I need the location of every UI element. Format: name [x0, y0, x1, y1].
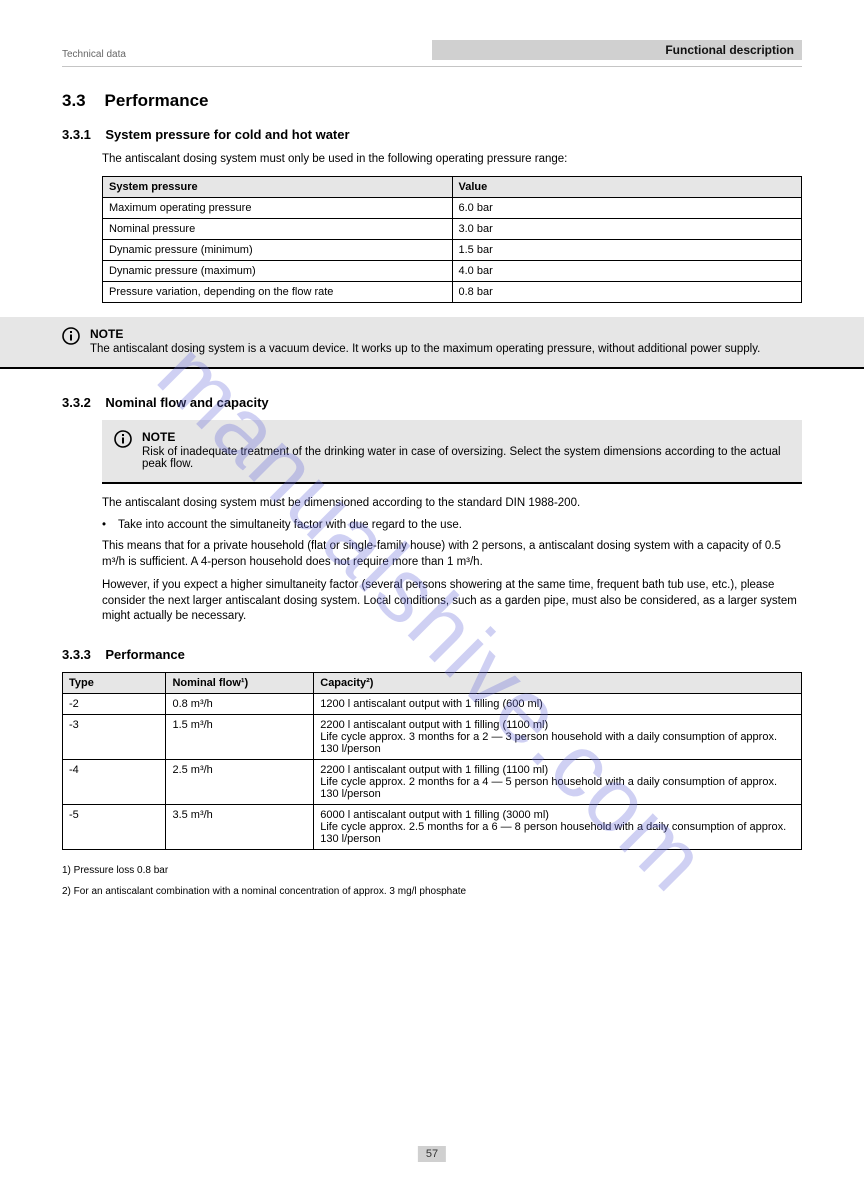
- note-banner-2: NOTE Risk of inadequate treatment of the…: [102, 420, 802, 484]
- subsection-num: 3.3.2: [62, 395, 91, 410]
- perf-col-1: Type: [63, 672, 166, 693]
- note-banner-1: NOTE The antiscalant dosing system is a …: [0, 317, 864, 369]
- perf-col-3: Capacity²): [314, 672, 802, 693]
- subsection-num: 3.3.3: [62, 647, 91, 662]
- pressure-table: System pressure Value Maximum operating …: [102, 176, 802, 303]
- table-row: Pressure variation, depending on the flo…: [103, 281, 802, 302]
- subsection-title: Performance: [105, 647, 184, 662]
- table-row: -31.5 m³/h2200 l antiscalant output with…: [63, 714, 802, 759]
- section-3-3-heading: 3.3 Performance: [62, 91, 802, 111]
- table-row: -20.8 m³/h1200 l antiscalant output with…: [63, 693, 802, 714]
- page-header: Technical data Functional description: [62, 40, 802, 60]
- info-icon: [114, 430, 132, 448]
- section-3-3-3-heading: 3.3.3 Performance: [62, 647, 802, 662]
- bullet-item: • Take into account the simultaneity fac…: [102, 519, 802, 531]
- subsection-title: System pressure for cold and hot water: [105, 127, 349, 142]
- table-row: Dynamic pressure (maximum)4.0 bar: [103, 260, 802, 281]
- para-3: However, if you expect a higher simultan…: [102, 578, 802, 625]
- section-num: 3.3: [62, 91, 86, 110]
- bullet-text: Take into account the simultaneity facto…: [118, 519, 462, 531]
- section-3-3-1-heading: 3.3.1 System pressure for cold and hot w…: [62, 127, 802, 142]
- header-right-label: Functional description: [432, 40, 802, 60]
- note-title: NOTE: [90, 327, 802, 341]
- table-row: -53.5 m³/h6000 l antiscalant output with…: [63, 804, 802, 849]
- header-left-label: Technical data: [62, 49, 432, 60]
- page-number: 57: [418, 1146, 446, 1162]
- table-row: Maximum operating pressure6.0 bar: [103, 197, 802, 218]
- subsection-num: 3.3.1: [62, 127, 91, 142]
- note-text: The antiscalant dosing system is a vacuu…: [90, 343, 802, 355]
- footnote-2: 2) For an antiscalant combination with a…: [62, 885, 802, 899]
- para-1: The antiscalant dosing system must be di…: [102, 496, 802, 512]
- subsection-title: Nominal flow and capacity: [105, 395, 268, 410]
- table-row: -42.5 m³/h2200 l antiscalant output with…: [63, 759, 802, 804]
- table-row: Nominal pressure3.0 bar: [103, 218, 802, 239]
- note-title: NOTE: [142, 430, 792, 444]
- performance-table: Type Nominal flow¹) Capacity²) -20.8 m³/…: [62, 672, 802, 850]
- note-text: Risk of inadequate treatment of the drin…: [142, 446, 792, 470]
- para-2: This means that for a private household …: [102, 539, 802, 570]
- perf-col-2: Nominal flow¹): [166, 672, 314, 693]
- intro-paragraph: The antiscalant dosing system must only …: [102, 152, 802, 168]
- section-title: Performance: [105, 91, 209, 110]
- info-icon: [62, 327, 80, 345]
- header-divider: [62, 66, 802, 67]
- footnote-1: 1) Pressure loss 0.8 bar: [62, 864, 802, 878]
- bullet-marker-icon: •: [102, 519, 110, 531]
- pressure-col-2: Value: [452, 176, 802, 197]
- table-row: Dynamic pressure (minimum)1.5 bar: [103, 239, 802, 260]
- pressure-col-1: System pressure: [103, 176, 453, 197]
- section-3-3-2-heading: 3.3.2 Nominal flow and capacity: [62, 395, 802, 410]
